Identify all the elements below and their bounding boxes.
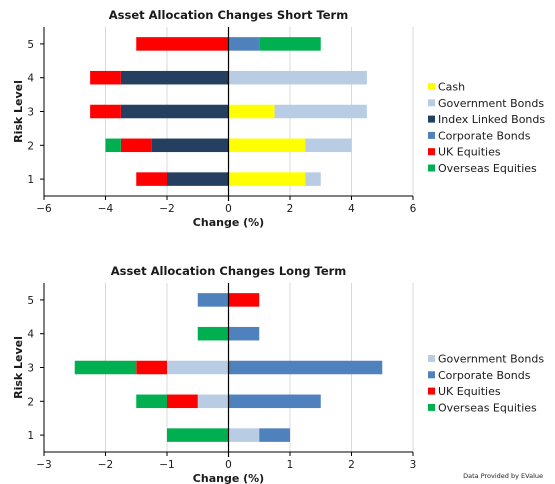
bar-overseas-equities-level-3 [74,360,137,375]
legend-swatch [428,83,435,90]
bar-index-linked-bonds-level-1 [167,172,229,186]
legend-swatch [428,131,435,139]
legend-entry: Overseas Equities [438,162,537,175]
bar-government-bonds-level-3 [274,104,367,119]
legend-swatch [428,387,435,395]
y-tick-label: 2 [27,396,34,408]
bar-index-linked-bonds-level-4 [120,70,229,85]
x-tick-label: −4 [98,203,114,215]
bar-corporate-bonds-level-5 [197,293,229,307]
bar-overseas-equities-level-4 [197,326,229,341]
legend-swatch [428,403,435,411]
y-tick-label: 3 [27,107,34,119]
y-tick-label: 2 [27,140,34,152]
bar-cash-level-3 [228,104,275,119]
bar-overseas-equities-level-2 [136,394,167,409]
bar-cash-level-2 [228,138,306,153]
chart-title: Asset Allocation Changes Short Term [109,8,348,22]
legend-swatch [428,371,435,379]
bar-overseas-equities-level-5 [259,37,321,51]
bar-uk-equities-level-2 [167,394,198,409]
x-tick-label: −2 [159,203,174,215]
legend-entry: Government Bonds [438,353,544,366]
x-tick-label: 4 [348,203,355,215]
data-credit: Data Provided by EValue [463,472,543,480]
bar-corporate-bonds-level-5 [228,37,260,51]
legend-entry: Corporate Bonds [438,369,531,382]
bar-cash-level-1 [228,172,306,186]
x-tick-label: 0 [225,203,232,215]
y-tick-label: 4 [27,73,34,85]
legend-entry: Cash [438,81,465,94]
legend-entry: UK Equities [438,146,501,159]
x-axis-title: Change (%) [193,216,264,229]
bar-overseas-equities-level-2 [105,138,121,153]
bar-government-bonds-level-2 [305,138,352,153]
legend-swatch [428,148,435,156]
x-tick-label: −2 [98,459,113,471]
legend: Cash Government Bonds Index Linked Bonds Co… [428,81,545,175]
legend-swatch [428,355,435,362]
y-axis-title: Risk Level [12,336,25,399]
legend-entry: UK Equities [438,385,501,398]
bar-uk-equities-level-3 [136,360,167,375]
x-tick-label: 3 [410,459,417,471]
x-tick-label: −1 [159,459,174,471]
bar-government-bonds-level-1 [228,428,260,442]
bar-corporate-bonds-level-1 [259,428,290,442]
y-tick-label: 5 [27,39,34,51]
bar-overseas-equities-level-1 [167,428,229,442]
chart-1: −6 −4 −2 0 2 4 6 1 2 3 4 5 Asset Allocation Changes … [12,8,545,229]
y-tick-label: 1 [27,430,34,442]
bar-index-linked-bonds-level-3 [120,104,229,119]
y-tick-label: 3 [27,363,34,375]
bar-government-bonds-level-4 [228,70,367,85]
bar-corporate-bonds-level-3 [228,360,383,375]
bar-uk-equities-level-4 [90,70,121,85]
legend-entry: Corporate Bonds [438,129,531,142]
chart-title: Asset Allocation Changes Long Term [111,264,347,278]
bar-government-bonds-level-1 [305,172,321,186]
bar-government-bonds-level-2 [197,394,229,409]
y-tick-label: 4 [27,329,34,341]
legend-entry: Government Bonds [438,97,544,110]
legend-swatch [428,115,435,123]
bar-index-linked-bonds-level-2 [151,138,229,153]
bar-uk-equities-level-5 [136,37,229,51]
legend-entry: Index Linked Bonds [438,113,545,126]
bar-uk-equities-level-3 [90,104,121,119]
x-tick-label: 2 [348,459,355,471]
chart-2: −3 −2 −1 0 1 2 3 1 2 3 4 5 Asset Allocation Changes … [12,264,544,484]
x-tick-label: 1 [287,459,294,471]
x-tick-label: −6 [36,203,52,215]
bar-government-bonds-level-3 [167,360,229,375]
x-axis-title: Change (%) [193,472,264,484]
legend-swatch [428,99,435,107]
bar-corporate-bonds-level-4 [228,326,260,341]
bar-uk-equities-level-2 [120,138,152,153]
x-tick-label: −3 [36,459,51,471]
legend-entry: Overseas Equities [438,401,537,414]
y-tick-label: 5 [27,295,34,307]
x-tick-label: 2 [287,203,294,215]
legend-swatch [428,164,435,172]
bar-uk-equities-level-1 [136,172,167,186]
bar-corporate-bonds-level-2 [228,394,321,409]
y-tick-label: 1 [27,174,34,186]
y-axis-title: Risk Level [12,80,25,143]
bar-uk-equities-level-5 [228,293,260,307]
x-tick-label: 6 [410,203,417,215]
x-tick-label: 0 [225,459,232,471]
legend: Government Bonds Corporate Bonds UK Equiti… [428,353,544,414]
